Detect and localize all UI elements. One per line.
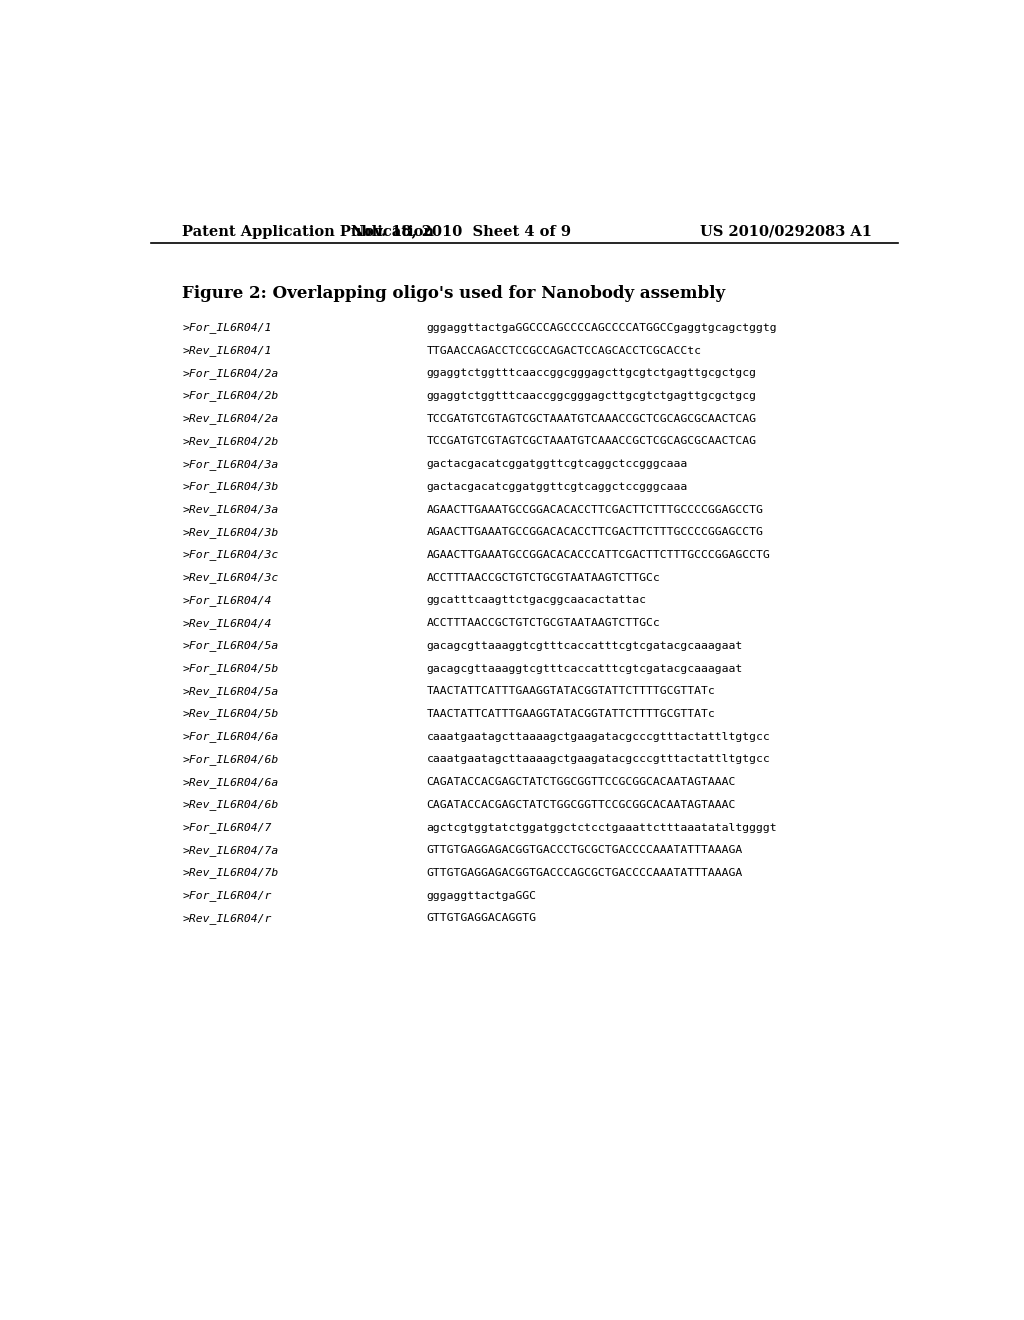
Text: agctcgtggtatctggatggctctcctgaaattctttaaatataltggggt: agctcgtggtatctggatggctctcctgaaattctttaaa… [426,822,777,833]
Text: >For_IL6R04/6a: >For_IL6R04/6a [182,731,279,742]
Text: GTTGTGAGGACAGGTG: GTTGTGAGGACAGGTG [426,913,537,924]
Text: >For_IL6R04/3b: >For_IL6R04/3b [182,482,279,492]
Text: >Rev_IL6R04/r: >Rev_IL6R04/r [182,913,271,924]
Text: >Rev_IL6R04/3c: >Rev_IL6R04/3c [182,572,279,583]
Text: >Rev_IL6R04/4: >Rev_IL6R04/4 [182,618,271,628]
Text: >For_IL6R04/5b: >For_IL6R04/5b [182,663,279,675]
Text: ggaggtctggtttcaaccggcgggagcttgcgtctgagttgcgctgcg: ggaggtctggtttcaaccggcgggagcttgcgtctgagtt… [426,368,757,379]
Text: >Rev_IL6R04/6a: >Rev_IL6R04/6a [182,776,279,788]
Text: gactacgacatcggatggttcgtcaggctccgggcaaa: gactacgacatcggatggttcgtcaggctccgggcaaa [426,482,688,492]
Text: >For_IL6R04/5a: >For_IL6R04/5a [182,640,279,651]
Text: >For_IL6R04/3c: >For_IL6R04/3c [182,549,279,561]
Text: >Rev_IL6R04/7a: >Rev_IL6R04/7a [182,845,279,855]
Text: >Rev_IL6R04/2b: >Rev_IL6R04/2b [182,436,279,447]
Text: GTTGTGAGGAGACGGTGACCCTGCGCTGACCCCAAATATTTAAAGA: GTTGTGAGGAGACGGTGACCCTGCGCTGACCCCAAATATT… [426,845,742,855]
Text: Patent Application Publication: Patent Application Publication [182,224,434,239]
Text: gacagcgttaaaggtcgtttcaccatttcgtcgatacgcaaagaat: gacagcgttaaaggtcgtttcaccatttcgtcgatacgca… [426,664,742,673]
Text: caaatgaatagcttaaaagctgaagatacgcccgtttactattltgtgcc: caaatgaatagcttaaaagctgaagatacgcccgtttact… [426,731,770,742]
Text: GTTGTGAGGAGACGGTGACCCAGCGCTGACCCCAAATATTTAAAGA: GTTGTGAGGAGACGGTGACCCAGCGCTGACCCCAAATATT… [426,869,742,878]
Text: >For_IL6R04/2b: >For_IL6R04/2b [182,391,279,401]
Text: >Rev_IL6R04/3a: >Rev_IL6R04/3a [182,504,279,515]
Text: ACCTTTAACCGCTGTCTGCGTAATAAGTCTTGCc: ACCTTTAACCGCTGTCTGCGTAATAAGTCTTGCc [426,573,660,582]
Text: TCCGATGTCGTAGTCGCTAAATGTCAAACCGCTCGCAGCGCAACTCAG: TCCGATGTCGTAGTCGCTAAATGTCAAACCGCTCGCAGCG… [426,413,757,424]
Text: TAACTATTCATTTGAAGGTATACGGTATTCTTTTGCGTTATc: TAACTATTCATTTGAAGGTATACGGTATTCTTTTGCGTTA… [426,709,715,719]
Text: >For_IL6R04/7: >For_IL6R04/7 [182,822,271,833]
Text: ggcatttcaagttctgacggcaacactattac: ggcatttcaagttctgacggcaacactattac [426,595,646,606]
Text: US 2010/0292083 A1: US 2010/0292083 A1 [700,224,872,239]
Text: CAGATACCACGAGCTATCTGGCGGTTCCGCGGCACAATAGTAAAC: CAGATACCACGAGCTATCTGGCGGTTCCGCGGCACAATAG… [426,800,736,809]
Text: >For_IL6R04/r: >For_IL6R04/r [182,890,271,902]
Text: >Rev_IL6R04/5a: >Rev_IL6R04/5a [182,686,279,697]
Text: >Rev_IL6R04/1: >Rev_IL6R04/1 [182,345,271,356]
Text: >For_IL6R04/6b: >For_IL6R04/6b [182,754,279,764]
Text: TAACTATTCATTTGAAGGTATACGGTATTCTTTTGCGTTATc: TAACTATTCATTTGAAGGTATACGGTATTCTTTTGCGTTA… [426,686,715,696]
Text: >For_IL6R04/1: >For_IL6R04/1 [182,322,271,333]
Text: >For_IL6R04/4: >For_IL6R04/4 [182,595,271,606]
Text: caaatgaatagcttaaaagctgaagatacgcccgtttactattltgtgcc: caaatgaatagcttaaaagctgaagatacgcccgtttact… [426,755,770,764]
Text: gacagcgttaaaggtcgtttcaccatttcgtcgatacgcaaagaat: gacagcgttaaaggtcgtttcaccatttcgtcgatacgca… [426,640,742,651]
Text: Figure 2: Overlapping oligo's used for Nanobody assembly: Figure 2: Overlapping oligo's used for N… [182,285,725,302]
Text: >Rev_IL6R04/7b: >Rev_IL6R04/7b [182,867,279,878]
Text: AGAACTTGAAATGCCGGACACACCTTCGACTTCTTTGCCCCGGAGCCTG: AGAACTTGAAATGCCGGACACACCTTCGACTTCTTTGCCC… [426,504,763,515]
Text: gggaggttactgaGGCCCAGCCCCAGCCCCATGGCCgaggtgcagctggtg: gggaggttactgaGGCCCAGCCCCAGCCCCATGGCCgagg… [426,323,777,333]
Text: >For_IL6R04/3a: >For_IL6R04/3a [182,458,279,470]
Text: ACCTTTAACCGCTGTCTGCGTAATAAGTCTTGCc: ACCTTTAACCGCTGTCTGCGTAATAAGTCTTGCc [426,618,660,628]
Text: CAGATACCACGAGCTATCTGGCGGTTCCGCGGCACAATAGTAAAC: CAGATACCACGAGCTATCTGGCGGTTCCGCGGCACAATAG… [426,777,736,787]
Text: TTGAACCAGACCTCCGCCAGACTCCAGCACCTCGCACCtc: TTGAACCAGACCTCCGCCAGACTCCAGCACCTCGCACCtc [426,346,701,355]
Text: AGAACTTGAAATGCCGGACACACCTTCGACTTCTTTGCCCCGGAGCCTG: AGAACTTGAAATGCCGGACACACCTTCGACTTCTTTGCCC… [426,527,763,537]
Text: TCCGATGTCGTAGTCGCTAAATGTCAAACCGCTCGCAGCGCAACTCAG: TCCGATGTCGTAGTCGCTAAATGTCAAACCGCTCGCAGCG… [426,437,757,446]
Text: gggaggttactgaGGC: gggaggttactgaGGC [426,891,537,900]
Text: >Rev_IL6R04/2a: >Rev_IL6R04/2a [182,413,279,424]
Text: AGAACTTGAAATGCCGGACACACCCATTCGACTTCTTTGCCCGGAGCCTG: AGAACTTGAAATGCCGGACACACCCATTCGACTTCTTTGC… [426,550,770,560]
Text: >Rev_IL6R04/6b: >Rev_IL6R04/6b [182,800,279,810]
Text: >For_IL6R04/2a: >For_IL6R04/2a [182,368,279,379]
Text: ggaggtctggtttcaaccggcgggagcttgcgtctgagttgcgctgcg: ggaggtctggtttcaaccggcgggagcttgcgtctgagtt… [426,391,757,401]
Text: >Rev_IL6R04/3b: >Rev_IL6R04/3b [182,527,279,537]
Text: >Rev_IL6R04/5b: >Rev_IL6R04/5b [182,709,279,719]
Text: gactacgacatcggatggttcgtcaggctccgggcaaa: gactacgacatcggatggttcgtcaggctccgggcaaa [426,459,688,469]
Text: Nov. 18, 2010  Sheet 4 of 9: Nov. 18, 2010 Sheet 4 of 9 [351,224,571,239]
